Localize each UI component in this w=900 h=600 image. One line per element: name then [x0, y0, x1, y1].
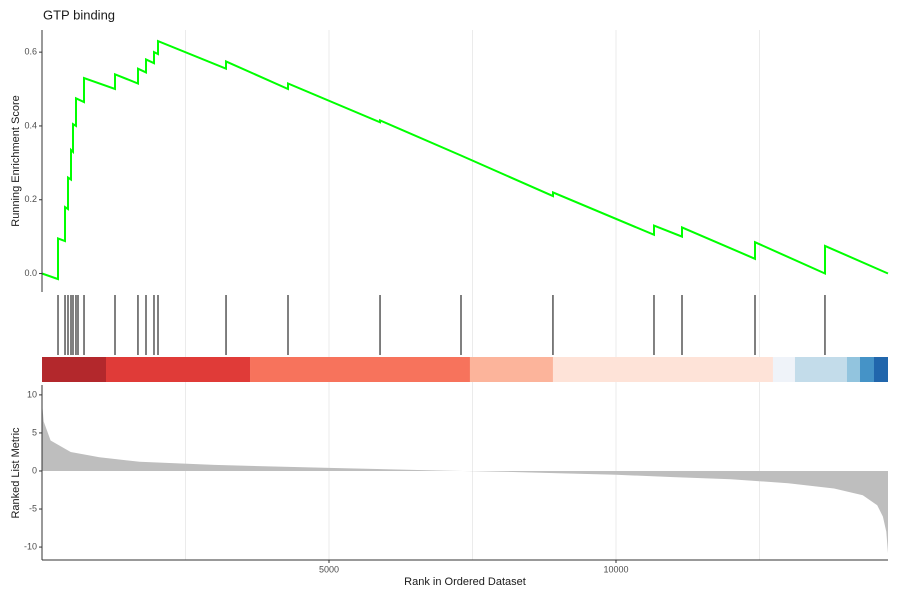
y-tick-label: -10: [24, 541, 37, 551]
enrichment-line: [41, 39, 889, 281]
x-axis-title: Rank in Ordered Dataset: [404, 576, 526, 588]
rank-band: [469, 357, 553, 382]
y-tick-label: 0.0: [24, 268, 37, 278]
marks: [41, 39, 889, 554]
y-tick-label: 0.2: [24, 194, 37, 204]
metric-area: [42, 402, 888, 554]
rank-band: [873, 357, 888, 382]
rank-band: [42, 357, 106, 382]
rank-band: [250, 357, 470, 382]
rank-band: [859, 357, 874, 382]
y-tick-label: 0.4: [24, 120, 37, 130]
x-tick-label: 5000: [319, 564, 339, 574]
rank-band: [794, 357, 847, 382]
rank-band: [552, 357, 773, 382]
chart-title: GTP binding: [43, 7, 115, 22]
y-axis-title: Running Enrichment Score: [10, 95, 22, 226]
y-tick-label: -5: [29, 503, 37, 513]
rank-band: [846, 357, 860, 382]
y-tick-label: 5: [32, 427, 37, 437]
grid: [184, 30, 760, 560]
y-tick-label: 0: [32, 465, 37, 475]
rank-band: [772, 357, 795, 382]
y-axis-title: Ranked List Metric: [10, 427, 22, 519]
rank-band: [105, 357, 251, 382]
y-tick-label: 0.6: [24, 47, 37, 57]
y-tick-label: 10: [27, 389, 37, 399]
x-tick-label: 10000: [603, 564, 628, 574]
